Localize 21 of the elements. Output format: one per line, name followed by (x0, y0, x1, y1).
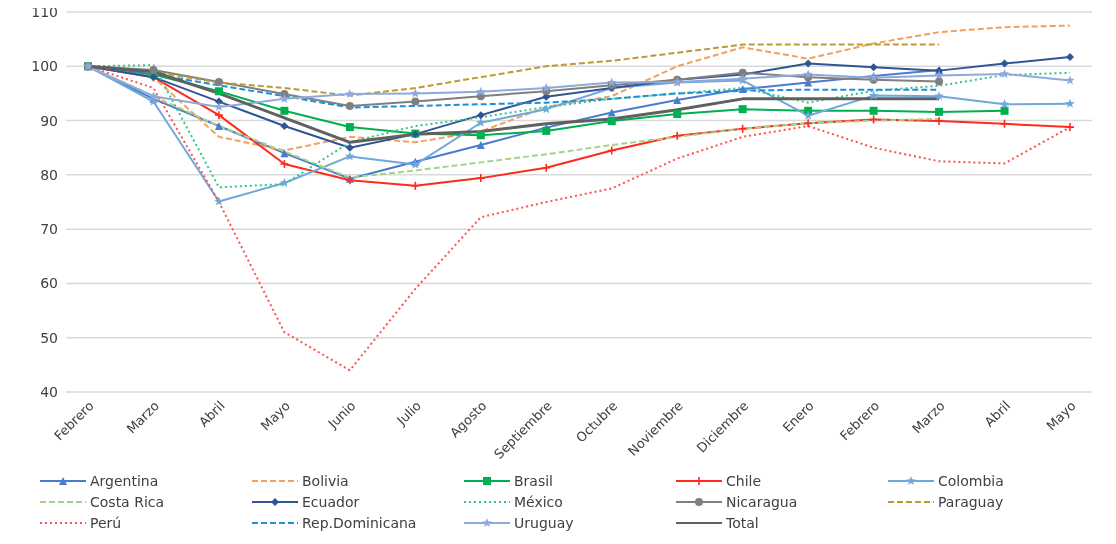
legend-label: Argentina (90, 472, 159, 489)
y-tick-label: 100 (31, 58, 58, 75)
y-tick-label: 60 (40, 275, 58, 292)
legend-label: Perú (90, 514, 122, 531)
legend-label: Costa Rica (90, 493, 165, 510)
y-tick-label: 90 (40, 112, 58, 129)
y-tick-label: 50 (40, 329, 58, 346)
y-tick-label: 70 (40, 221, 58, 238)
legend-label: Chile (726, 472, 762, 489)
legend-label: Uruguay (514, 514, 574, 531)
y-tick-label: 80 (40, 166, 58, 183)
legend-label: Ecuador (302, 493, 360, 510)
legend-label: Brasil (514, 472, 554, 489)
legend-label: Bolivia (302, 472, 349, 489)
legend-label: Colombia (938, 472, 1004, 489)
legend-label: Paraguay (938, 493, 1004, 510)
legend-label: Nicaragua (726, 493, 798, 510)
y-tick-label: 40 (40, 383, 58, 400)
legend-label: México (514, 493, 563, 510)
legend-label: Total (726, 514, 759, 531)
legend-label: Rep.Dominicana (302, 514, 417, 531)
